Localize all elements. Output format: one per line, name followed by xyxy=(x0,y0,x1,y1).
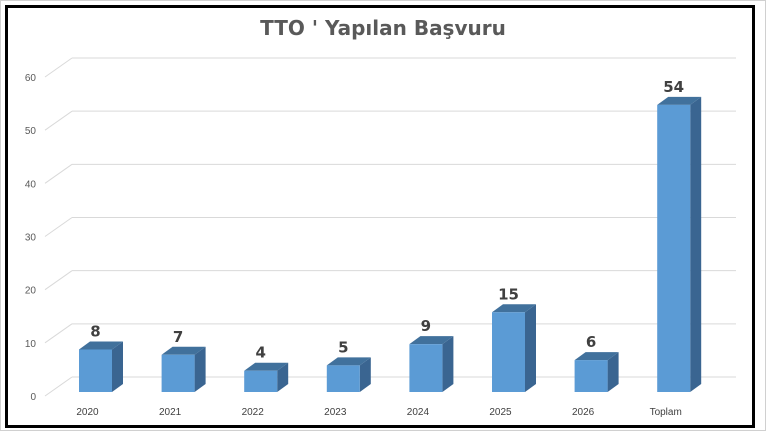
data-label: 9 xyxy=(421,317,431,335)
y-tick-label: 40 xyxy=(25,179,37,190)
bar-side xyxy=(112,341,123,392)
bar-top xyxy=(79,341,123,350)
bar xyxy=(326,365,360,392)
bar xyxy=(492,312,525,392)
gridline-diagonal xyxy=(44,376,73,397)
x-tick-label: 2020 xyxy=(76,407,99,418)
gridlines xyxy=(44,57,736,397)
x-axis: 2020 2021 2022 2023 2024 2025 2026 Toplam xyxy=(76,407,681,418)
bar-top xyxy=(326,357,371,366)
chart-border xyxy=(5,5,755,428)
bar-top xyxy=(657,96,702,105)
y-tick-label: 60 xyxy=(25,73,37,84)
bar-top xyxy=(244,362,289,371)
bar-side xyxy=(525,304,536,392)
x-tick-label: Toplam xyxy=(650,407,682,418)
data-label: 5 xyxy=(338,338,348,356)
data-label: 6 xyxy=(586,333,596,351)
gridline-diagonal xyxy=(44,217,73,237)
y-tick-label: 0 xyxy=(30,392,36,403)
y-tick-label: 10 xyxy=(25,339,37,350)
x-tick-label: 2023 xyxy=(324,407,347,418)
gridline-diagonal xyxy=(44,323,73,344)
bar xyxy=(409,344,443,392)
bar-top xyxy=(574,352,619,361)
bar-side xyxy=(442,336,454,392)
bar xyxy=(657,104,691,393)
y-tick-label: 50 xyxy=(25,126,37,137)
x-tick-label: 2024 xyxy=(407,407,430,418)
bar-side xyxy=(359,357,371,392)
bar xyxy=(161,354,195,392)
data-label: 4 xyxy=(255,344,265,362)
gridline-diagonal xyxy=(44,270,73,291)
x-tick-label: 2026 xyxy=(572,407,595,418)
x-tick-label: 2021 xyxy=(159,407,182,418)
chart-title: TTO ' Yapılan Başvuru xyxy=(260,16,506,40)
bar xyxy=(79,349,112,392)
bar xyxy=(574,360,608,392)
bar-top xyxy=(161,346,206,355)
x-tick-label: 2022 xyxy=(242,407,265,418)
bar-side xyxy=(690,96,702,393)
x-tick-label: 2025 xyxy=(489,407,512,418)
data-label: 15 xyxy=(498,285,519,303)
y-tick-label: 30 xyxy=(25,233,37,244)
gridline-diagonal xyxy=(44,57,73,78)
data-label: 8 xyxy=(90,322,100,340)
bar-top xyxy=(409,336,454,345)
bar-top xyxy=(492,304,536,313)
y-tick-label: 20 xyxy=(25,286,37,297)
bar xyxy=(244,370,278,392)
bar-side xyxy=(277,362,289,392)
bar-side xyxy=(607,352,619,392)
y-axis: 0 10 20 30 40 50 60 xyxy=(25,73,37,403)
gridline-diagonal xyxy=(44,163,73,184)
gridline-diagonal xyxy=(44,110,73,131)
data-label: 54 xyxy=(663,78,684,96)
bars: 8 7 4 5 9 15 6 54 xyxy=(79,78,702,393)
bar-side xyxy=(194,346,206,392)
data-label: 7 xyxy=(173,328,183,346)
